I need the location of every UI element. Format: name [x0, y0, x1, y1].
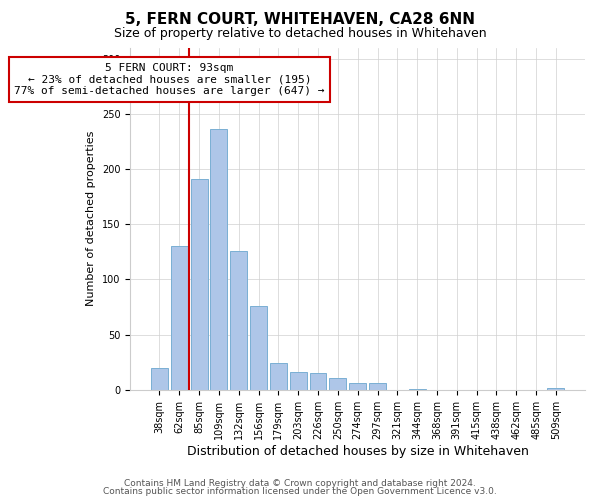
Bar — [409, 388, 425, 390]
Bar — [151, 368, 168, 390]
Bar — [250, 306, 267, 390]
Bar — [171, 246, 188, 390]
X-axis label: Distribution of detached houses by size in Whitehaven: Distribution of detached houses by size … — [187, 444, 529, 458]
Bar — [349, 383, 366, 390]
Bar — [369, 383, 386, 390]
Bar — [329, 378, 346, 390]
Bar — [310, 374, 326, 390]
Bar — [290, 372, 307, 390]
Bar — [211, 129, 227, 390]
Text: 5 FERN COURT: 93sqm
← 23% of detached houses are smaller (195)
77% of semi-detac: 5 FERN COURT: 93sqm ← 23% of detached ho… — [14, 63, 325, 96]
Bar — [191, 179, 208, 390]
Bar — [230, 250, 247, 390]
Y-axis label: Number of detached properties: Number of detached properties — [86, 131, 97, 306]
Text: 5, FERN COURT, WHITEHAVEN, CA28 6NN: 5, FERN COURT, WHITEHAVEN, CA28 6NN — [125, 12, 475, 28]
Text: Size of property relative to detached houses in Whitehaven: Size of property relative to detached ho… — [113, 28, 487, 40]
Bar — [547, 388, 565, 390]
Bar — [270, 364, 287, 390]
Text: Contains HM Land Registry data © Crown copyright and database right 2024.: Contains HM Land Registry data © Crown c… — [124, 478, 476, 488]
Text: Contains public sector information licensed under the Open Government Licence v3: Contains public sector information licen… — [103, 487, 497, 496]
